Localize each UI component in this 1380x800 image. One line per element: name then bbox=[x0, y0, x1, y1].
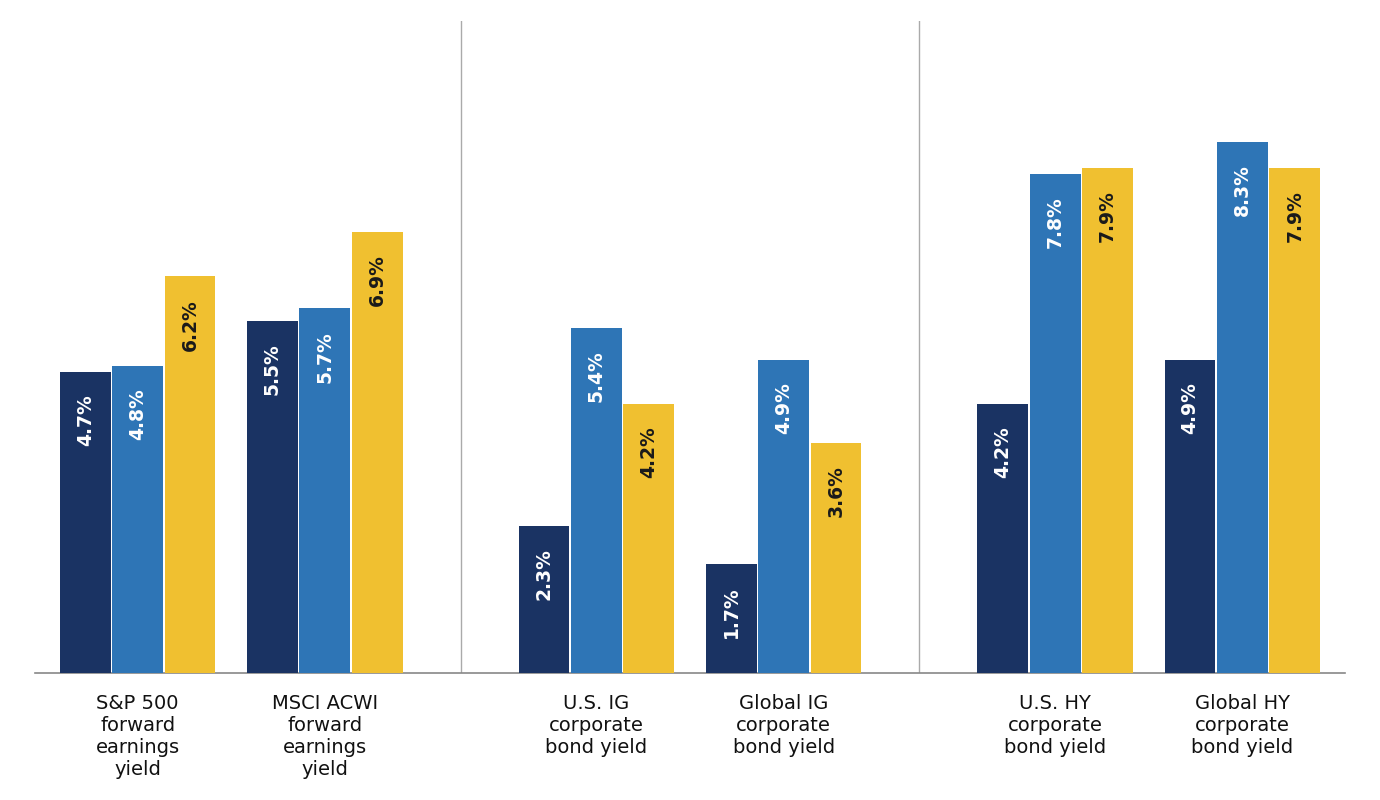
Bar bbox=[758, 359, 809, 673]
Bar bbox=[1270, 168, 1321, 673]
Bar bbox=[624, 404, 675, 673]
Bar bbox=[705, 564, 756, 673]
Bar bbox=[1029, 174, 1081, 673]
Bar bbox=[977, 404, 1028, 673]
Text: 4.9%: 4.9% bbox=[774, 382, 793, 434]
Bar bbox=[519, 526, 570, 673]
Text: 5.7%: 5.7% bbox=[316, 330, 334, 382]
Bar bbox=[299, 308, 351, 673]
Text: 6.2%: 6.2% bbox=[181, 299, 200, 350]
Text: 5.4%: 5.4% bbox=[586, 350, 606, 402]
Text: 3.6%: 3.6% bbox=[827, 465, 846, 517]
Bar bbox=[247, 321, 298, 673]
Text: 4.9%: 4.9% bbox=[1180, 382, 1199, 434]
Bar bbox=[59, 372, 110, 673]
Bar bbox=[1217, 142, 1268, 673]
Text: 4.2%: 4.2% bbox=[994, 426, 1012, 478]
Bar bbox=[1082, 168, 1133, 673]
Text: 2.3%: 2.3% bbox=[534, 548, 553, 600]
Text: 7.9%: 7.9% bbox=[1285, 190, 1304, 242]
Text: 7.9%: 7.9% bbox=[1098, 190, 1116, 242]
Text: 6.9%: 6.9% bbox=[368, 254, 386, 306]
Text: 4.2%: 4.2% bbox=[639, 426, 658, 478]
Bar bbox=[1165, 359, 1216, 673]
Bar bbox=[112, 366, 163, 673]
Bar bbox=[164, 277, 215, 673]
Text: 1.7%: 1.7% bbox=[722, 586, 741, 638]
Bar bbox=[810, 442, 861, 673]
Bar bbox=[352, 232, 403, 673]
Text: 5.5%: 5.5% bbox=[264, 343, 282, 395]
Text: 4.8%: 4.8% bbox=[128, 388, 148, 440]
Text: 8.3%: 8.3% bbox=[1232, 165, 1252, 217]
Text: 7.8%: 7.8% bbox=[1046, 197, 1064, 248]
Bar bbox=[571, 327, 622, 673]
Text: 4.7%: 4.7% bbox=[76, 394, 95, 446]
